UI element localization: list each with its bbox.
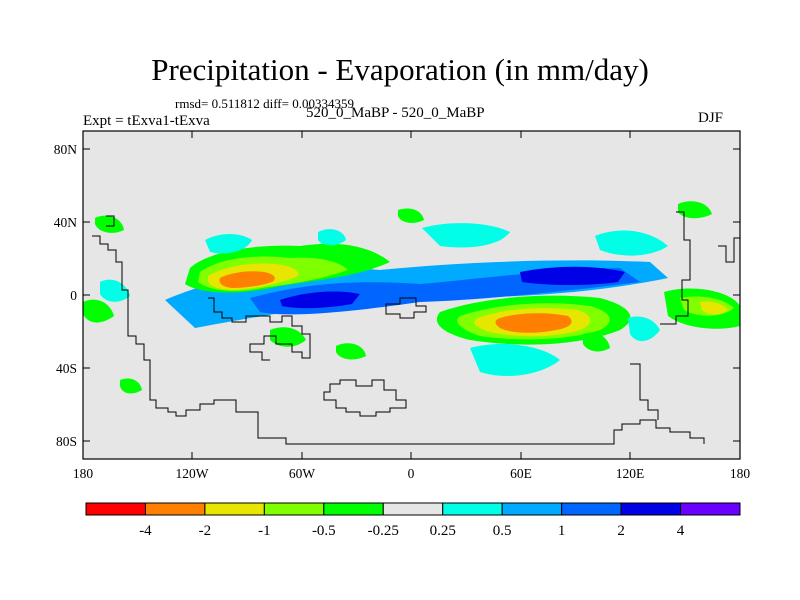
experiment-label: Expt = tExva1-tExva (83, 113, 210, 129)
stats-text: rmsd= 0.511812 diff= 0.00334359 (175, 96, 354, 111)
colorbar-box-2 (204, 502, 265, 516)
coastline-east-2 (718, 237, 740, 263)
colorbar-label-4: -0.25 (368, 523, 399, 539)
coastline-americas (92, 235, 705, 445)
colorbar-box-0 (85, 502, 146, 516)
colorbar-box-9 (620, 502, 682, 516)
colorbar: -4 -2 -1 -0.5 -0.25 0.25 0.5 1 2 4 (85, 502, 741, 539)
lon-label-180e: 180 (730, 466, 751, 481)
lon-label-180w: 180 (73, 466, 94, 481)
coastline-antarctic-island (323, 379, 407, 417)
latitude-labels: 80N 40N 0 40S 80S (54, 142, 78, 449)
colorbar-box-10 (680, 502, 741, 516)
lon-label-0: 0 (408, 466, 415, 481)
contour-band-navy-west (280, 291, 360, 309)
colorbar-box-3 (263, 502, 325, 516)
colorbar-label-1: -2 (199, 523, 212, 539)
colorbar-label-7: 1 (558, 523, 566, 539)
contour-npac-orange (219, 271, 275, 288)
contour-green-3 (83, 299, 114, 323)
lon-label-120e: 120E (616, 466, 645, 481)
contour-sio-orange (495, 313, 572, 333)
colorbar-label-3: -0.5 (312, 523, 336, 539)
colorbar-label-5: 0.25 (430, 523, 456, 539)
season-label: DJF (698, 110, 724, 126)
contour-cyan-2 (422, 223, 510, 248)
contour-band-navy (520, 266, 625, 285)
contour-cyan-4 (470, 344, 560, 376)
lat-label-40n: 40N (54, 215, 78, 230)
colorbar-label-6: 0.5 (493, 523, 512, 539)
lon-label-60e: 60E (510, 466, 532, 481)
colorbar-box-1 (144, 502, 206, 516)
contour-green-7 (583, 332, 610, 352)
plot-title: Precipitation - Evaporation (in mm/day) (151, 52, 649, 87)
contour-green-9 (398, 208, 424, 223)
colorbar-box-7 (501, 502, 563, 516)
colorbar-label-9: 4 (677, 523, 685, 539)
lat-label-40s: 40S (56, 361, 77, 376)
longitude-labels: 180 120W 60W 0 60E 120E 180 (73, 466, 751, 481)
coastline-indian-land (385, 297, 427, 319)
coastlines (92, 211, 740, 445)
contour-fills (83, 201, 740, 394)
contour-green-6 (120, 378, 142, 394)
contour-yellow-4 (700, 301, 728, 315)
colorbar-label-0: -4 (139, 523, 152, 539)
contour-green-1 (95, 215, 124, 233)
coastline-pacific-north (208, 297, 311, 361)
contour-cyan-5 (628, 316, 660, 342)
contour-cyan-7 (318, 229, 346, 246)
colorbar-label-8: 2 (617, 523, 625, 539)
contour-green-8 (336, 343, 366, 360)
coastline-east (660, 211, 691, 325)
case-label: 520_0_MaBP - 520_0_MaBP (306, 105, 485, 121)
longitude-ticks (82, 131, 741, 459)
lat-label-80s: 80S (56, 434, 77, 449)
colorbar-label-2: -1 (258, 523, 271, 539)
lon-label-60w: 60W (289, 466, 316, 481)
contour-cyan-3 (595, 230, 668, 256)
lon-label-120w: 120W (176, 466, 209, 481)
contour-green-2 (678, 201, 712, 219)
coastline-east-3 (630, 363, 659, 420)
latitude-ticks (83, 148, 740, 442)
lat-label-80n: 80N (54, 142, 78, 157)
lat-label-0: 0 (70, 288, 77, 303)
colorbar-box-4 (323, 502, 384, 516)
contour-cyan-1 (205, 234, 252, 254)
colorbar-box-5 (382, 502, 444, 516)
contour-green-5 (270, 327, 306, 347)
colorbar-box-8 (561, 502, 622, 516)
coastline-west-2 (106, 215, 115, 227)
colorbar-box-6 (442, 502, 503, 516)
